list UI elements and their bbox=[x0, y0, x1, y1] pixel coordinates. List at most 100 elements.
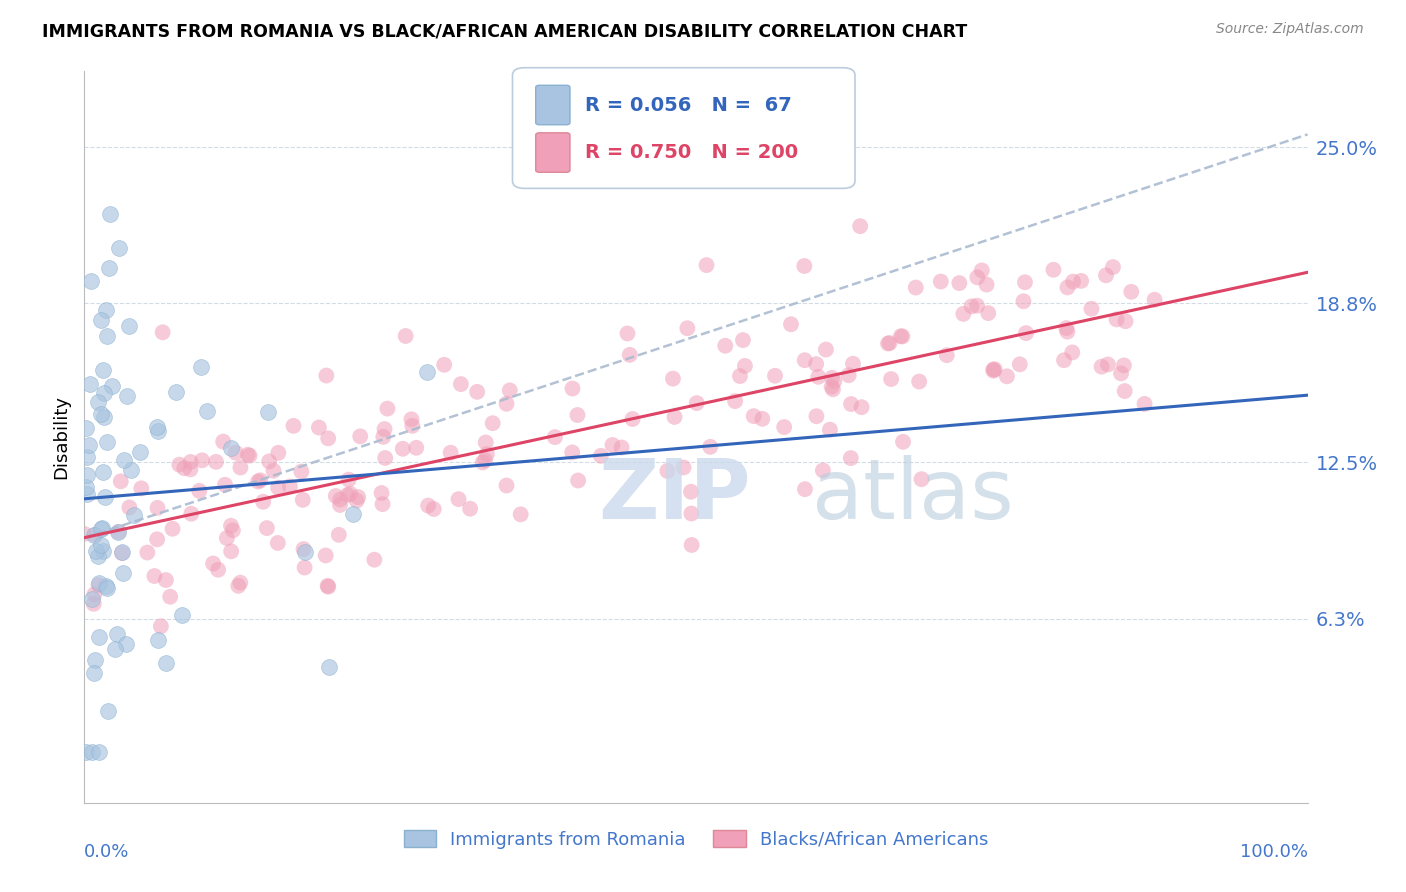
Point bbox=[474, 435, 496, 450]
Point bbox=[336, 488, 359, 502]
Point bbox=[112, 566, 135, 580]
Point bbox=[904, 280, 927, 294]
Point bbox=[616, 326, 638, 341]
Point bbox=[80, 592, 103, 607]
Point bbox=[806, 409, 828, 424]
Point bbox=[162, 522, 184, 536]
Point bbox=[83, 597, 105, 611]
Point bbox=[107, 524, 129, 539]
Point bbox=[908, 375, 931, 389]
Point bbox=[149, 619, 172, 633]
Point bbox=[849, 219, 872, 234]
Point bbox=[842, 357, 865, 371]
Point bbox=[346, 493, 368, 508]
Point bbox=[793, 353, 815, 368]
Point bbox=[983, 364, 1005, 378]
Point bbox=[212, 434, 235, 449]
Point bbox=[112, 453, 135, 467]
Point bbox=[793, 482, 815, 496]
Point bbox=[173, 461, 195, 475]
Point bbox=[263, 464, 285, 478]
Point bbox=[87, 575, 110, 590]
Point bbox=[257, 454, 280, 468]
Point bbox=[146, 420, 169, 434]
Point bbox=[101, 379, 124, 393]
Point bbox=[423, 502, 446, 516]
Point bbox=[1109, 367, 1132, 381]
Point bbox=[391, 442, 413, 456]
Point bbox=[1015, 326, 1038, 340]
Point bbox=[880, 372, 903, 386]
Point bbox=[724, 394, 747, 409]
FancyBboxPatch shape bbox=[513, 68, 855, 188]
Point bbox=[94, 579, 117, 593]
Point bbox=[935, 348, 957, 362]
Point bbox=[602, 438, 624, 452]
Point bbox=[339, 487, 361, 501]
Point bbox=[90, 313, 112, 327]
Point bbox=[83, 665, 105, 680]
FancyBboxPatch shape bbox=[536, 133, 569, 172]
Point bbox=[983, 362, 1005, 376]
Text: R = 0.056   N =  67: R = 0.056 N = 67 bbox=[585, 95, 792, 114]
Point bbox=[267, 481, 290, 495]
Point bbox=[318, 660, 340, 674]
Point bbox=[418, 499, 440, 513]
Point bbox=[481, 416, 503, 430]
Point bbox=[929, 275, 952, 289]
Point bbox=[839, 397, 862, 411]
Point bbox=[1097, 358, 1119, 372]
Point bbox=[1062, 275, 1084, 289]
Point bbox=[129, 481, 152, 495]
Point bbox=[122, 508, 145, 523]
Point bbox=[83, 528, 105, 542]
Point bbox=[329, 492, 352, 507]
Point bbox=[229, 575, 252, 590]
Point bbox=[1115, 314, 1137, 328]
Point bbox=[823, 374, 845, 388]
Point bbox=[115, 389, 138, 403]
Point bbox=[394, 329, 416, 343]
Point bbox=[83, 587, 105, 601]
Point bbox=[370, 486, 392, 500]
Point bbox=[76, 468, 98, 483]
Point bbox=[315, 368, 337, 383]
Point bbox=[146, 424, 169, 438]
Point bbox=[676, 321, 699, 335]
Point bbox=[118, 318, 141, 333]
Point bbox=[90, 522, 112, 536]
Point bbox=[294, 560, 316, 574]
Point bbox=[471, 455, 494, 469]
Point bbox=[236, 448, 259, 462]
Text: 0.0%: 0.0% bbox=[84, 843, 129, 861]
Point bbox=[247, 475, 270, 489]
Point bbox=[84, 528, 107, 542]
Point bbox=[1062, 345, 1084, 359]
Point bbox=[910, 472, 932, 486]
Point bbox=[349, 429, 371, 443]
Point bbox=[1014, 275, 1036, 289]
Point bbox=[188, 483, 211, 498]
Point bbox=[433, 358, 456, 372]
Point bbox=[1056, 325, 1078, 339]
Point bbox=[129, 445, 152, 459]
Point bbox=[316, 580, 339, 594]
Point bbox=[169, 458, 191, 472]
Point bbox=[890, 329, 912, 343]
Text: 100.0%: 100.0% bbox=[1240, 843, 1308, 861]
Point bbox=[222, 524, 245, 538]
Point bbox=[714, 339, 737, 353]
Point bbox=[155, 656, 177, 670]
Point bbox=[1095, 268, 1118, 283]
Point bbox=[977, 306, 1000, 320]
Point bbox=[679, 484, 702, 499]
Point bbox=[91, 544, 114, 558]
FancyBboxPatch shape bbox=[536, 86, 569, 125]
Point bbox=[838, 368, 860, 383]
Point bbox=[780, 318, 803, 332]
Point bbox=[84, 544, 107, 558]
Point bbox=[1054, 321, 1077, 335]
Point bbox=[219, 442, 242, 456]
Point bbox=[821, 382, 844, 396]
Point bbox=[229, 460, 252, 475]
